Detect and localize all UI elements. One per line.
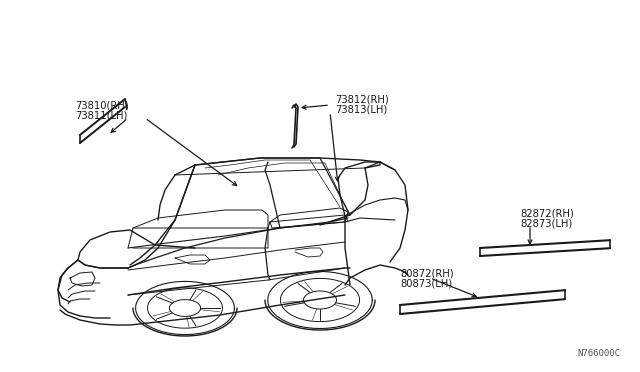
Text: 73811(LH): 73811(LH): [75, 110, 127, 120]
Text: 82872(RH): 82872(RH): [520, 208, 573, 218]
Text: 80873(LH): 80873(LH): [400, 278, 452, 288]
Text: N766000C: N766000C: [577, 349, 620, 358]
Text: 73813(LH): 73813(LH): [335, 105, 387, 115]
Text: 73810(RH): 73810(RH): [75, 100, 129, 110]
Text: 82873(LH): 82873(LH): [520, 218, 572, 228]
Text: 80872(RH): 80872(RH): [400, 268, 454, 278]
Text: 73812(RH): 73812(RH): [335, 95, 388, 105]
